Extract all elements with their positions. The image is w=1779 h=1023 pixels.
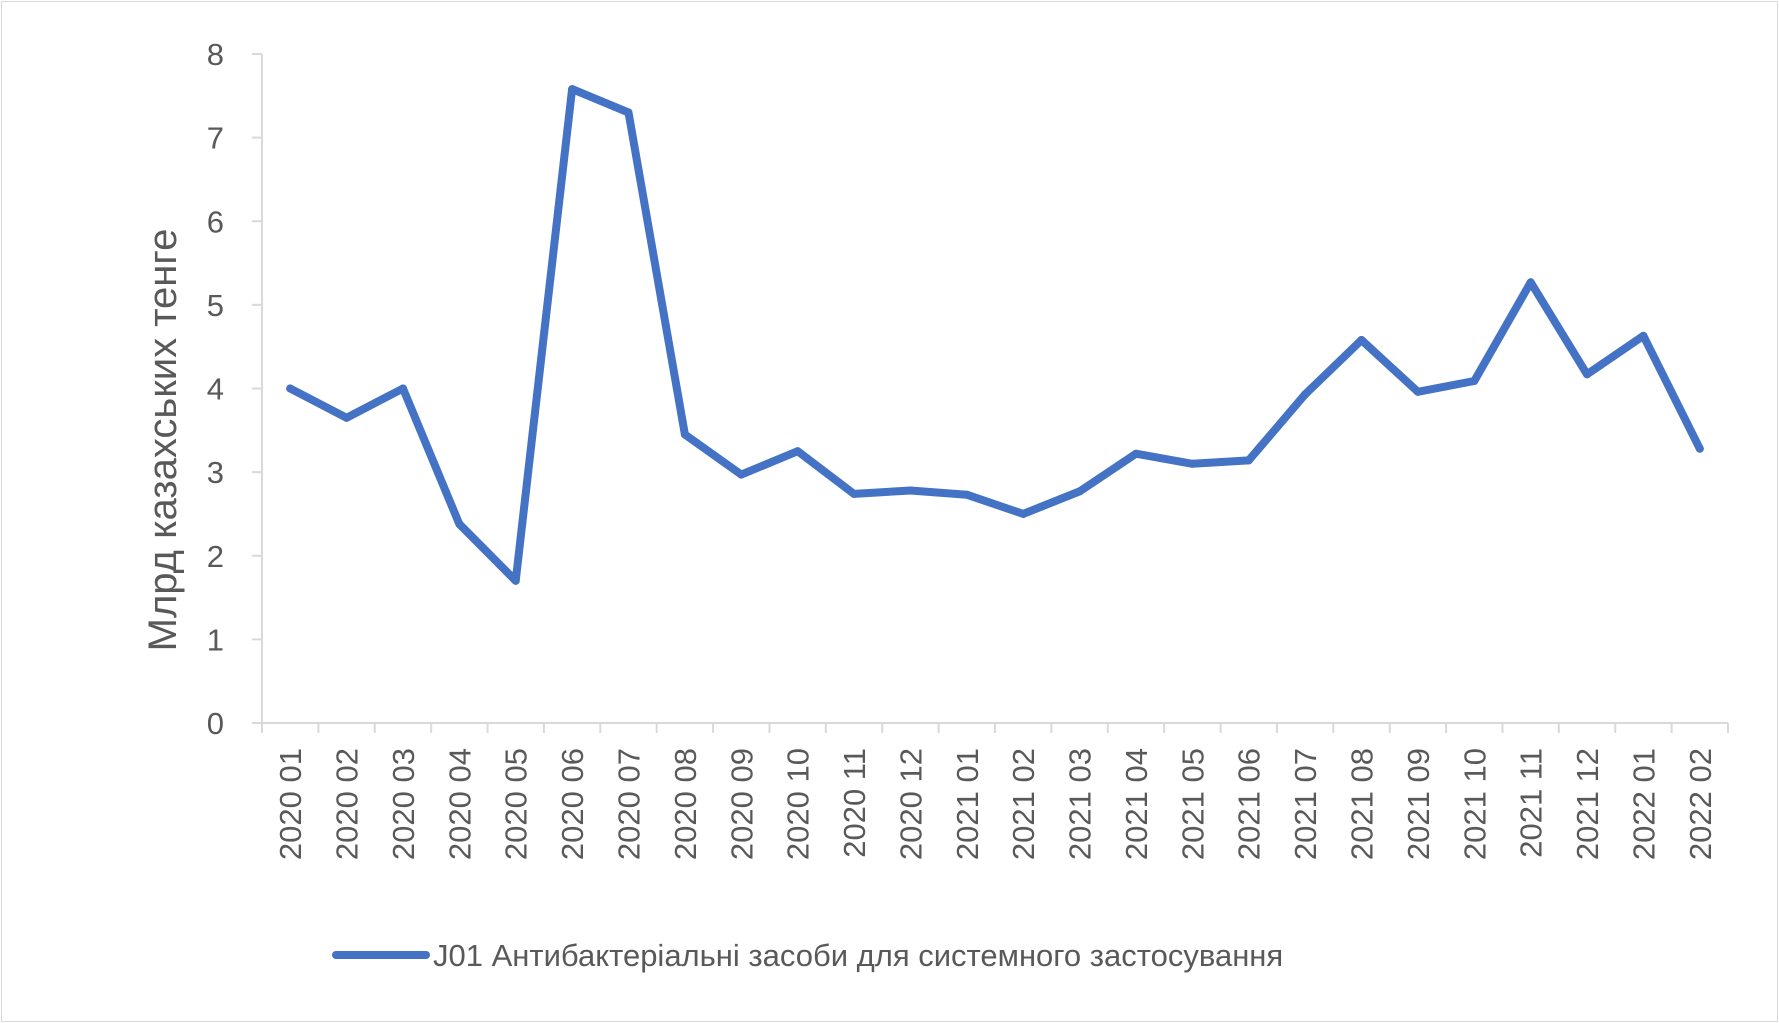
y-tick-label: 8 <box>207 37 224 72</box>
x-tick-label: 2020 07 <box>612 748 647 860</box>
data-point <box>850 489 859 498</box>
legend: J01 Антибактеріальні засоби для системно… <box>332 938 1283 973</box>
x-tick-label: 2022 01 <box>1626 748 1661 860</box>
x-tick-label: 2021 12 <box>1570 748 1605 860</box>
data-point <box>1695 444 1704 453</box>
x-axis: 2020 01 2020 02 2020 03 2020 04 2020 05 2020 … <box>261 722 1729 860</box>
data-point <box>568 85 577 94</box>
data-point <box>1244 456 1253 465</box>
data-point <box>1188 459 1197 468</box>
x-tick-label: 2020 10 <box>781 748 816 860</box>
data-point <box>1019 509 1028 518</box>
data-point <box>342 413 351 422</box>
data-point <box>511 576 520 585</box>
x-tick-label: 2021 02 <box>1006 748 1041 860</box>
x-tick-label: 2020 09 <box>724 748 759 860</box>
data-point <box>1526 278 1535 287</box>
x-tick-label: 2020 03 <box>386 748 421 860</box>
series-line <box>286 85 1704 585</box>
x-tick-label: 2022 02 <box>1683 748 1718 860</box>
x-tick-label: 2021 09 <box>1401 748 1436 860</box>
x-tick-label: 2021 05 <box>1175 748 1210 860</box>
series-layer <box>286 85 1704 585</box>
x-tick-label: 2020 02 <box>330 748 365 860</box>
x-tick-label: 2021 07 <box>1288 748 1323 860</box>
x-tick-label: 2021 04 <box>1119 748 1154 860</box>
y-tick-label: 2 <box>207 539 224 574</box>
y-tick-label: 6 <box>207 204 224 239</box>
y-tick-label: 1 <box>207 622 224 657</box>
x-tick-label: 2021 03 <box>1063 748 1098 860</box>
x-tick-label: 2021 11 <box>1514 748 1549 858</box>
x-tick-label: 2020 05 <box>499 748 534 860</box>
data-point <box>624 108 633 117</box>
y-tick-label: 0 <box>207 706 224 741</box>
data-point <box>398 384 407 393</box>
y-tick-label: 3 <box>207 455 224 490</box>
x-tick-label: 2020 01 <box>273 748 308 860</box>
x-tick-label: 2020 11 <box>837 748 872 858</box>
data-point <box>737 470 746 479</box>
x-tick-label: 2021 06 <box>1232 748 1267 860</box>
data-point <box>793 447 802 456</box>
data-point <box>1470 376 1479 385</box>
data-point <box>906 486 915 495</box>
data-point <box>455 519 464 528</box>
x-tick-label: 2020 08 <box>668 748 703 860</box>
y-axis-title: Млрд казахських тенге <box>141 229 185 652</box>
x-tick-label: 2021 08 <box>1345 748 1380 860</box>
data-point <box>1413 387 1422 396</box>
x-tick-label: 2020 12 <box>893 748 928 860</box>
data-point <box>1131 449 1140 458</box>
data-point <box>1075 487 1084 496</box>
legend-label: J01 Антибактеріальні засоби для системно… <box>433 938 1283 973</box>
data-point <box>1583 370 1592 379</box>
data-point <box>962 490 971 499</box>
data-point <box>1357 335 1366 344</box>
data-point <box>286 384 295 393</box>
x-tick-label: 2020 06 <box>555 748 590 860</box>
data-point <box>1639 331 1648 340</box>
x-tick-label: 2020 04 <box>442 748 477 860</box>
data-point <box>680 430 689 439</box>
y-tick-label: 4 <box>207 372 224 407</box>
x-tick-label: 2021 10 <box>1457 748 1492 860</box>
x-tick-label: 2021 01 <box>950 748 985 860</box>
data-point <box>1301 390 1310 399</box>
y-tick-label: 7 <box>207 121 224 156</box>
y-tick-label: 5 <box>207 288 224 323</box>
y-axis: 0 1 2 3 4 5 6 7 8 <box>207 37 263 741</box>
